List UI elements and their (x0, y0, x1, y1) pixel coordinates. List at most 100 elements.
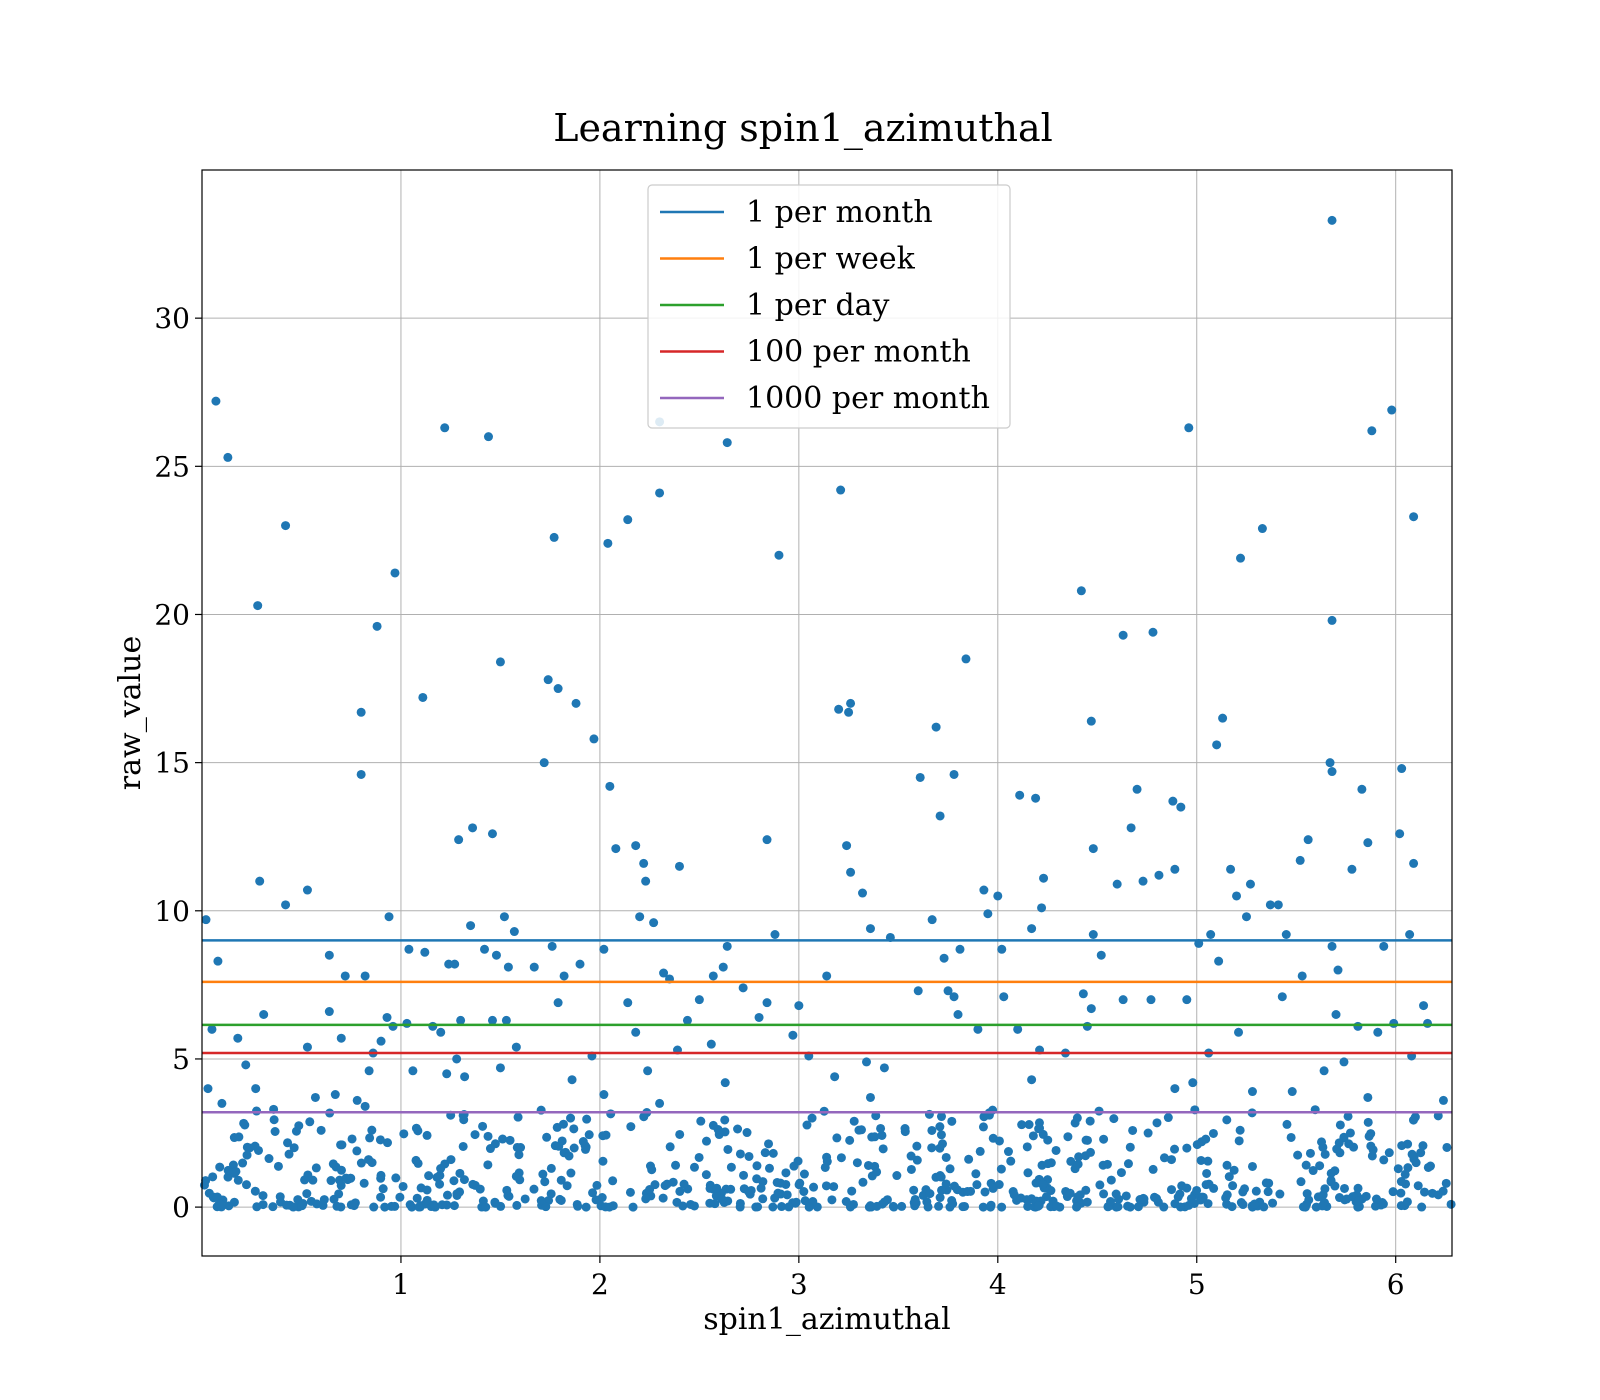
data-point (949, 1181, 959, 1191)
data-point (665, 1142, 675, 1152)
data-point (1409, 512, 1419, 522)
y-tick-label: 20 (154, 598, 190, 631)
data-point (635, 912, 645, 922)
data-point (1263, 1187, 1273, 1197)
data-point (772, 1177, 782, 1187)
data-point (411, 1155, 421, 1165)
data-point (1367, 426, 1377, 436)
data-point (598, 1131, 608, 1141)
data-point (679, 1179, 689, 1189)
data-point (1441, 1178, 1451, 1188)
data-point (422, 1130, 432, 1140)
data-point (1202, 1168, 1212, 1178)
data-point (892, 1171, 902, 1181)
data-point (1342, 1194, 1352, 1204)
data-point (1287, 1087, 1297, 1097)
data-point (512, 1200, 522, 1210)
data-point (689, 1162, 699, 1172)
data-point (941, 1152, 951, 1162)
data-point (495, 1063, 505, 1073)
data-point (599, 1090, 609, 1100)
data-point (1176, 802, 1186, 812)
data-point (369, 1202, 379, 1212)
data-point (911, 1198, 921, 1208)
data-point (1033, 1201, 1043, 1211)
data-point (223, 1165, 233, 1175)
data-point (305, 1117, 315, 1127)
data-point (1446, 1199, 1456, 1209)
data-point (598, 1156, 608, 1166)
data-point (1133, 1202, 1143, 1212)
data-point (540, 1177, 550, 1187)
y-tick-label: 0 (172, 1191, 190, 1224)
data-point (784, 1202, 794, 1212)
data-point (1416, 1148, 1426, 1158)
data-point (475, 1184, 485, 1194)
data-point (949, 769, 959, 779)
data-point (678, 1201, 688, 1211)
chart-title: Learning spin1_azimuthal (553, 106, 1053, 151)
data-point (215, 1162, 225, 1172)
data-point (571, 698, 581, 708)
data-point (592, 1180, 602, 1190)
data-point (298, 1199, 308, 1209)
data-point (1407, 1149, 1417, 1159)
data-point (1344, 1139, 1354, 1149)
data-point (485, 1144, 495, 1154)
data-point (1234, 1027, 1244, 1037)
data-point (744, 1151, 754, 1161)
data-point (975, 1146, 985, 1156)
data-point (282, 1200, 292, 1210)
data-point (203, 1084, 213, 1094)
data-point (1235, 1125, 1245, 1135)
legend-box (647, 184, 1011, 429)
data-point (1259, 1202, 1269, 1212)
data-point (1315, 1161, 1325, 1171)
data-point (1116, 1168, 1126, 1178)
data-point (1378, 1199, 1388, 1209)
data-point (777, 1202, 787, 1212)
data-point (1013, 1024, 1023, 1034)
data-point (201, 915, 211, 925)
data-point (399, 1129, 409, 1139)
data-point (468, 1179, 478, 1189)
y-axis-ticks: 0 5 10 15 20 25 30 (154, 302, 202, 1224)
data-point (605, 781, 615, 791)
data-point (1236, 1198, 1246, 1208)
data-point (962, 1187, 972, 1197)
data-point (1170, 1084, 1180, 1094)
data-point (376, 1036, 386, 1046)
data-point (258, 1191, 268, 1201)
data-point (1343, 1111, 1353, 1121)
data-point (735, 1198, 745, 1208)
data-point (234, 1132, 244, 1142)
data-point (879, 1063, 889, 1073)
data-point (1303, 835, 1313, 845)
data-point (553, 684, 563, 694)
data-point (264, 1154, 274, 1164)
data-point (641, 1194, 651, 1204)
data-point (1224, 1172, 1234, 1182)
data-point (1300, 1202, 1310, 1212)
data-point (223, 452, 233, 462)
data-point (529, 962, 539, 972)
data-point (1128, 1125, 1138, 1135)
data-point (978, 1202, 988, 1212)
data-point (1222, 1115, 1232, 1125)
data-point (336, 1165, 346, 1175)
data-point (1095, 1180, 1105, 1190)
legend-label: 1 per month (746, 195, 933, 230)
data-point (487, 829, 497, 839)
data-point (722, 941, 732, 951)
data-point (1043, 1135, 1053, 1145)
data-point (1236, 553, 1246, 563)
data-point (1123, 1159, 1133, 1169)
data-point (1035, 1123, 1045, 1133)
data-point (1006, 1156, 1016, 1166)
data-point (1003, 1147, 1013, 1157)
data-point (1273, 900, 1283, 910)
data-point (799, 1187, 809, 1197)
data-point (822, 1157, 832, 1167)
data-point (983, 909, 993, 919)
data-point (1286, 1132, 1296, 1142)
